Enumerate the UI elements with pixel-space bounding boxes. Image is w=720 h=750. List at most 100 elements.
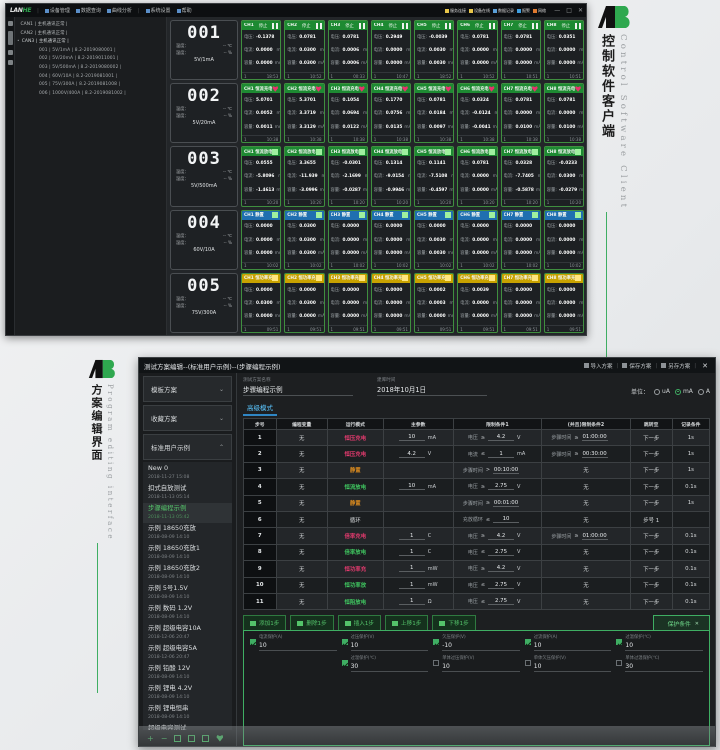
cell-program-variable[interactable]: 无 [275, 527, 328, 545]
cell-limit-2[interactable]: 无 [541, 461, 631, 480]
cell-record-condition[interactable] [671, 510, 711, 529]
protection-input[interactable]: 10 [625, 641, 703, 652]
import-scheme-button[interactable]: 导入方案 [583, 362, 613, 370]
cell-run-mode[interactable]: 恒流放电 [326, 478, 384, 496]
cell-program-variable[interactable]: 无 [275, 445, 328, 463]
unit-radio-ua[interactable]: uA [654, 388, 670, 395]
cell-limit-1[interactable]: 电流 ≤1 mA [452, 445, 543, 463]
table-row[interactable]: 3 无静置 步骤时间 >00:10:00 无下一步 1s [243, 461, 711, 480]
scheme-date-field[interactable]: 建库时间 2018年10月1日 [377, 377, 487, 396]
cell-main-param[interactable] [382, 510, 454, 529]
cell-run-mode[interactable]: 恒压充电 [326, 445, 384, 463]
checkbox-icon[interactable] [341, 660, 348, 667]
list-item[interactable]: 示例 18650充放1 2018-08-09 14:10 [143, 543, 232, 563]
cell-limit-2[interactable]: 步骤时间 ≥01:00:00 [541, 527, 631, 545]
accordion-standard-user-examples[interactable]: 标准用户示例 ⌃ [143, 434, 232, 460]
cell-limit-2[interactable]: 无 [541, 560, 631, 578]
scheme-date-input[interactable]: 2018年10月1日 [377, 383, 487, 396]
pause-icon[interactable] [402, 22, 408, 29]
cell-record-condition[interactable]: 1s [671, 461, 711, 480]
cell-record-condition[interactable]: 1s [671, 445, 711, 463]
cell-limit-2[interactable]: 无 [541, 494, 631, 512]
square-icon[interactable] [445, 148, 452, 155]
list-item[interactable]: 示例 18650充放 2018-08-09 14:10 [143, 523, 232, 543]
cell-jump-to[interactable]: 下一步 [629, 592, 673, 611]
heart-icon[interactable] [575, 86, 581, 92]
protection-field[interactable]: 单体过温保护(℃) 30 [616, 656, 703, 673]
protection-input[interactable]: 10 [533, 641, 612, 652]
square-icon[interactable] [531, 212, 538, 219]
cell-run-mode[interactable]: 循环 [326, 510, 384, 529]
checkbox-icon[interactable] [341, 639, 348, 646]
cell-limit-1[interactable]: 电压 ≥4.2 V [452, 560, 543, 578]
square-icon[interactable] [315, 148, 322, 155]
lock-icon[interactable] [7, 21, 13, 26]
cell-limit-2[interactable]: 无 [541, 543, 631, 562]
refresh-icon[interactable] [7, 60, 13, 65]
cell-main-param[interactable] [382, 494, 454, 512]
cell-run-mode[interactable]: 恒功率充 [326, 560, 384, 578]
cell-record-condition[interactable]: 0.1s [671, 592, 711, 611]
channel-card[interactable]: CH4停止电压:0.2949V电流:0.0000mA容量:0.0000mAh11… [370, 20, 411, 81]
channel-card[interactable]: CH7停止电压:0.0781V电流:0.0000mA容量:0.0000mAh11… [500, 20, 541, 81]
move-up-step-button[interactable]: 上移1步 [385, 615, 429, 632]
tree-node-can2[interactable]: CAN2 | 主机通讯正常 | [17, 30, 164, 39]
cell-limit-1[interactable]: 电压 ≥4.2 V [452, 428, 543, 447]
cell-record-condition[interactable]: 1s [671, 428, 711, 447]
list-item[interactable]: 示例 铅酸 12V 2018-08-09 14:10 [143, 663, 232, 683]
device-box[interactable]: 002 温度： -- ℃ 湿度： -- % 5V/20mA [170, 83, 238, 144]
cell-main-param[interactable]: 10 mA [382, 428, 454, 447]
list-item[interactable]: 示例 5号1.5V 2018-08-09 14:10 [143, 583, 232, 603]
checkbox-icon[interactable] [433, 660, 440, 667]
cell-record-condition[interactable]: 1s [671, 494, 711, 512]
table-row[interactable]: 2 无恒压充电 4.2 V 电流 ≤1 mA 步骤时间 ≥00:30:00 下一步 1s [243, 445, 711, 463]
square-icon[interactable] [315, 275, 322, 282]
square-icon[interactable] [358, 212, 365, 219]
device-tree[interactable]: CAN1 | 主机通讯正常 | CAN2 | 主机通讯正常 | • CAN3 | … [15, 17, 167, 335]
move-down-step-button[interactable]: 下移1步 [432, 615, 476, 632]
editor-close-button[interactable]: ✕ [702, 361, 708, 370]
cell-main-param[interactable]: 1 mW [382, 560, 454, 578]
heart-icon[interactable] [358, 86, 365, 92]
cell-jump-to[interactable]: 下一步 [629, 543, 673, 562]
cell-jump-to[interactable]: 下一步 [629, 478, 673, 496]
filter-icon[interactable] [7, 50, 13, 55]
channel-card[interactable]: CH6停止电压:0.0781V电流:0.0000mA容量:0.0000mAh11… [457, 20, 498, 81]
menu-item-1[interactable]: 数据查询 [75, 7, 101, 14]
table-row[interactable]: 1 无恒压充电 10 mA 电压 ≥4.2 V 步骤时间 ≥01:00:00 下一步 1s [243, 428, 711, 447]
protection-tab-close-icon[interactable]: ✕ [694, 620, 699, 627]
cell-limit-2[interactable]: 无 [541, 510, 631, 529]
pause-icon[interactable] [358, 22, 365, 29]
cell-program-variable[interactable]: 无 [275, 592, 328, 611]
square-icon[interactable] [575, 212, 581, 219]
channel-card[interactable]: CH2停止电压:0.0781V电流:0.0300mA容量:0.0300mAh11… [284, 20, 325, 81]
square-icon[interactable] [445, 212, 452, 219]
cell-program-variable[interactable]: 无 [275, 428, 328, 447]
pause-icon[interactable] [315, 22, 322, 29]
table-row[interactable]: 9 无恒功率充 1 mW 电压 ≥4.2 V 无下一步 0.1s [243, 560, 711, 578]
square-icon[interactable] [531, 148, 538, 155]
pause-icon[interactable] [445, 22, 452, 29]
cell-record-condition[interactable]: 0.1s [671, 576, 711, 594]
cell-run-mode[interactable]: 恒阻放电 [326, 592, 384, 611]
cell-limit-2[interactable]: 无 [541, 576, 631, 594]
checkbox-icon[interactable] [524, 639, 531, 646]
delete-step-button[interactable]: 删除1步 [290, 615, 334, 632]
protection-field[interactable]: 过压保护(V) 10 [341, 635, 429, 652]
